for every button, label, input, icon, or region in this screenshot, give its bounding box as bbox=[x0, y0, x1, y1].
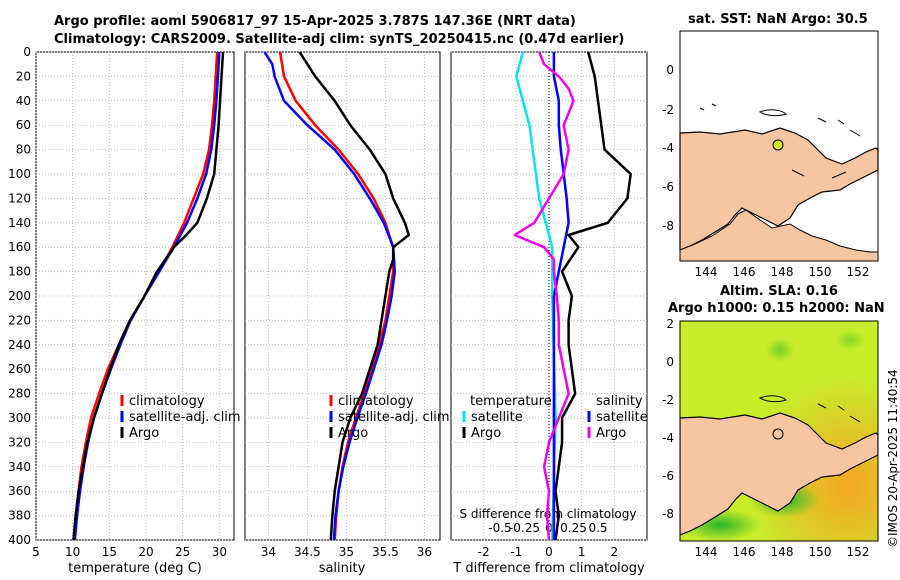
map1-lat-tick: -2 bbox=[662, 103, 674, 117]
map1-lon-tick: 148 bbox=[771, 265, 794, 279]
y-tick-label: 400 bbox=[8, 533, 31, 547]
y-tick-label: 380 bbox=[8, 509, 31, 523]
x-tick-label-temperature: 10 bbox=[65, 545, 80, 559]
salinity-legend-label: climatology bbox=[338, 394, 414, 409]
sal-diff-line-satellite bbox=[552, 52, 570, 540]
y-tick-label: 80 bbox=[16, 143, 31, 157]
temperature-legend-label: satellite-adj. clim bbox=[129, 410, 241, 425]
diff-legend-sal-title: salinity bbox=[596, 394, 643, 409]
x-tick-label-sdiff: 0.5 bbox=[588, 521, 607, 535]
temp-diff-line-argo bbox=[554, 51, 632, 541]
tdiff-axis-label: T difference from climatology bbox=[452, 561, 645, 576]
y-tick-label: 0 bbox=[23, 45, 31, 59]
temperature-line-argo bbox=[72, 51, 225, 541]
map2-lon-tick: 146 bbox=[733, 545, 756, 559]
y-tick-label: 260 bbox=[8, 362, 31, 376]
y-tick-label: 280 bbox=[8, 387, 31, 401]
map2-lat-tick: -6 bbox=[662, 469, 674, 483]
map2-lon-tick: 152 bbox=[847, 545, 870, 559]
map2-lat-tick: 0 bbox=[666, 355, 674, 369]
x-tick-label-temperature: 30 bbox=[212, 545, 227, 559]
map2-lat-tick: -8 bbox=[662, 507, 674, 521]
x-tick-label-tdiff: 0 bbox=[545, 545, 553, 559]
y-tick-label: 140 bbox=[8, 216, 31, 230]
salinity-line-argo bbox=[298, 51, 411, 541]
map1-lat-tick: -8 bbox=[662, 219, 674, 233]
y-tick-label: 60 bbox=[16, 118, 31, 132]
sla-map-title-line2: Argo h1000: 0.15 h2000: NaN bbox=[668, 301, 885, 316]
map2-lon-tick: 150 bbox=[809, 545, 832, 559]
diff-legend-temp-label: Argo bbox=[471, 426, 501, 441]
y-tick-label: 180 bbox=[8, 265, 31, 279]
x-tick-label-tdiff: -2 bbox=[478, 545, 490, 559]
x-tick-label-salinity: 36 bbox=[417, 545, 432, 559]
sla-map-title-line1: Altim. SLA: 0.16 bbox=[720, 284, 838, 299]
y-tick-label: 300 bbox=[8, 411, 31, 425]
map2-lat-tick: -4 bbox=[662, 431, 674, 445]
diff-legend-sal-label: Argo bbox=[596, 426, 626, 441]
x-tick-label-sdiff: -0.5 bbox=[488, 521, 511, 535]
y-tick-label: 120 bbox=[8, 191, 31, 205]
map2-lon-tick: 148 bbox=[771, 545, 794, 559]
map2-lat-tick: 2 bbox=[666, 317, 674, 331]
x-tick-label-temperature: 5 bbox=[32, 545, 40, 559]
sla-map bbox=[680, 321, 878, 541]
sst-map bbox=[679, 30, 879, 262]
diff-legend-temp-title: temperature bbox=[470, 394, 552, 409]
x-tick-label-salinity: 35.5 bbox=[372, 545, 399, 559]
y-tick-label: 100 bbox=[8, 167, 31, 181]
y-tick-label: 220 bbox=[8, 313, 31, 327]
y-tick-label: 160 bbox=[8, 240, 31, 254]
y-tick-label: 340 bbox=[8, 460, 31, 474]
x-tick-label-temperature: 15 bbox=[102, 545, 117, 559]
diff-legend-sal-label: satellite bbox=[596, 410, 648, 425]
temperature-legend-label: climatology bbox=[129, 394, 205, 409]
x-tick-label-temperature: 20 bbox=[138, 545, 153, 559]
y-tick-label: 200 bbox=[8, 289, 31, 303]
argo-location-marker-sla bbox=[772, 428, 784, 440]
map1-lon-tick: 144 bbox=[695, 265, 718, 279]
salinity-legend-label: satellite-adj. clim bbox=[338, 410, 450, 425]
x-tick-label-salinity: 34.5 bbox=[294, 545, 321, 559]
y-tick-label: 320 bbox=[8, 435, 31, 449]
x-tick-label-salinity: 34 bbox=[261, 545, 276, 559]
map1-lat-tick: -4 bbox=[662, 141, 674, 155]
x-tick-label-salinity: 35 bbox=[339, 545, 354, 559]
map1-lon-tick: 150 bbox=[809, 265, 832, 279]
figure-title-line1: Argo profile: aoml 5906817_97 15-Apr-202… bbox=[54, 14, 576, 29]
x-tick-label-temperature: 25 bbox=[175, 545, 190, 559]
x-tick-label-sdiff: -0.25 bbox=[509, 521, 540, 535]
salinity-axis-label: salinity bbox=[319, 561, 366, 576]
x-tick-label-tdiff: -1 bbox=[510, 545, 522, 559]
x-tick-label-tdiff: 2 bbox=[611, 545, 619, 559]
salinity-line-satellite bbox=[263, 51, 397, 541]
x-tick-label-sdiff: 0.25 bbox=[560, 521, 587, 535]
map2-lon-tick: 144 bbox=[695, 545, 718, 559]
map1-lon-tick: 152 bbox=[847, 265, 870, 279]
imos-credit: ©IMOS 20-Apr-2025 11:40:54 bbox=[886, 369, 900, 548]
map1-lat-tick: 0 bbox=[666, 63, 674, 77]
y-tick-label: 40 bbox=[16, 94, 31, 108]
map1-lat-tick: -6 bbox=[662, 180, 674, 194]
sst-map-title: sat. SST: NaN Argo: 30.5 bbox=[688, 12, 868, 27]
map2-lat-tick: -2 bbox=[662, 393, 674, 407]
temperature-legend-label: Argo bbox=[129, 426, 159, 441]
temperature-axis-label: temperature (deg C) bbox=[68, 561, 202, 576]
sal-diff-line-argo bbox=[513, 51, 575, 541]
x-tick-label-tdiff: 1 bbox=[578, 545, 586, 559]
map1-lon-tick: 146 bbox=[733, 265, 756, 279]
y-tick-label: 360 bbox=[8, 484, 31, 498]
argo-location-marker bbox=[772, 139, 784, 151]
diff-legend-temp-label: satellite bbox=[471, 410, 523, 425]
y-tick-label: 20 bbox=[16, 69, 31, 83]
figure-title-line2: Climatology: CARS2009. Satellite-adj cli… bbox=[54, 32, 625, 47]
salinity-legend-label: Argo bbox=[338, 426, 368, 441]
y-tick-label: 240 bbox=[8, 338, 31, 352]
